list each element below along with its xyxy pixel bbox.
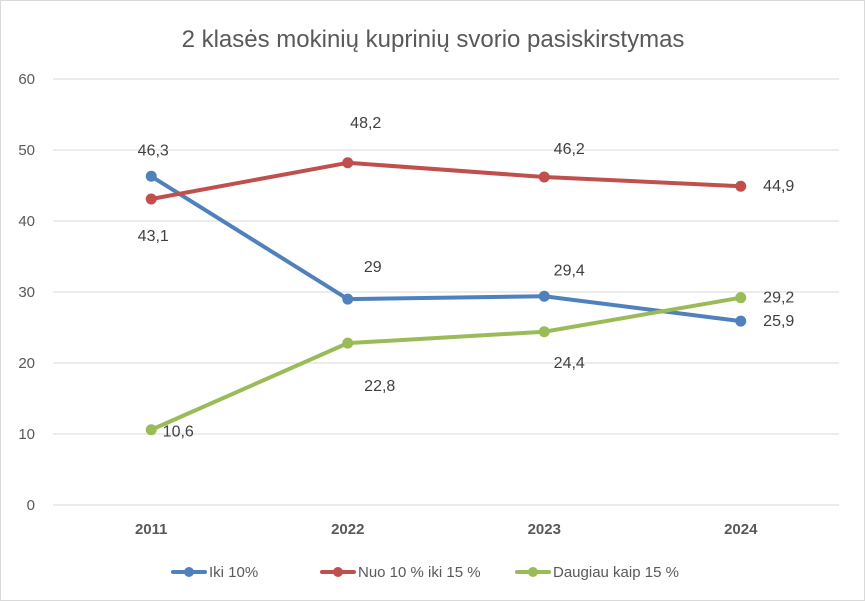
legend-marker: [333, 567, 343, 577]
data-labels: 46,3 29 29,4 25,9 43,1 48,2 46,2 44,9 10,6 22,8 24…: [138, 115, 795, 441]
data-label: 29,4: [554, 262, 585, 279]
chart-title: 2 klasės mokinių kuprinių svorio pasiski…: [182, 26, 685, 53]
data-label: 24,4: [554, 355, 585, 372]
data-point: [735, 180, 747, 192]
data-label: 29: [364, 259, 382, 276]
series-line: [149, 295, 743, 432]
legend-label: Iki 10%: [209, 564, 258, 581]
data-point: [735, 315, 747, 327]
data-point: [735, 292, 747, 304]
data-point: [538, 290, 550, 302]
y-tick-label: 20: [18, 355, 35, 372]
data-label: 46,2: [554, 141, 585, 158]
data-label: 29,2: [763, 290, 794, 307]
legend: Iki 10% Nuo 10 % iki 15 % Daugiau kaip 15 …: [171, 564, 679, 581]
data-label: 43,1: [138, 228, 169, 245]
legend-item: Nuo 10 % iki 15 %: [320, 564, 481, 581]
y-tick-label: 60: [18, 71, 35, 88]
x-axis-ticks: 2011 2022 2023 2024: [135, 521, 758, 538]
legend-marker: [184, 567, 194, 577]
data-point: [342, 157, 354, 169]
data-label: 25,9: [763, 313, 794, 330]
x-tick-label: 2022: [331, 521, 364, 538]
y-tick-label: 40: [18, 213, 35, 230]
data-point: [145, 424, 157, 436]
x-tick-label: 2024: [724, 521, 758, 538]
legend-marker: [528, 567, 538, 577]
legend-label: Daugiau kaip 15 %: [553, 564, 679, 581]
x-tick-label: 2023: [528, 521, 561, 538]
legend-label: Nuo 10 % iki 15 %: [358, 564, 481, 581]
data-point: [538, 326, 550, 338]
series-line: [149, 174, 743, 324]
data-label: 22,8: [364, 378, 395, 395]
legend-item: Iki 10%: [171, 564, 258, 581]
data-point: [538, 171, 550, 183]
data-label: 10,6: [163, 424, 194, 441]
data-point: [342, 293, 354, 305]
legend-item: Daugiau kaip 15 %: [515, 564, 679, 581]
x-tick-label: 2011: [135, 521, 168, 538]
series-line: [149, 160, 743, 201]
series-lines: [145, 157, 747, 436]
data-label: 44,9: [763, 178, 794, 195]
y-tick-label: 10: [18, 426, 35, 443]
y-tick-label: 30: [18, 284, 35, 301]
data-point: [145, 170, 157, 182]
y-tick-label: 0: [27, 497, 35, 514]
gridlines: [53, 78, 839, 506]
data-point: [145, 193, 157, 205]
data-label: 48,2: [350, 115, 381, 132]
data-label: 46,3: [138, 142, 169, 159]
y-tick-label: 50: [18, 142, 35, 159]
data-point: [342, 337, 354, 349]
y-axis-ticks: 0 10 20 30 40 50 60: [18, 71, 35, 514]
